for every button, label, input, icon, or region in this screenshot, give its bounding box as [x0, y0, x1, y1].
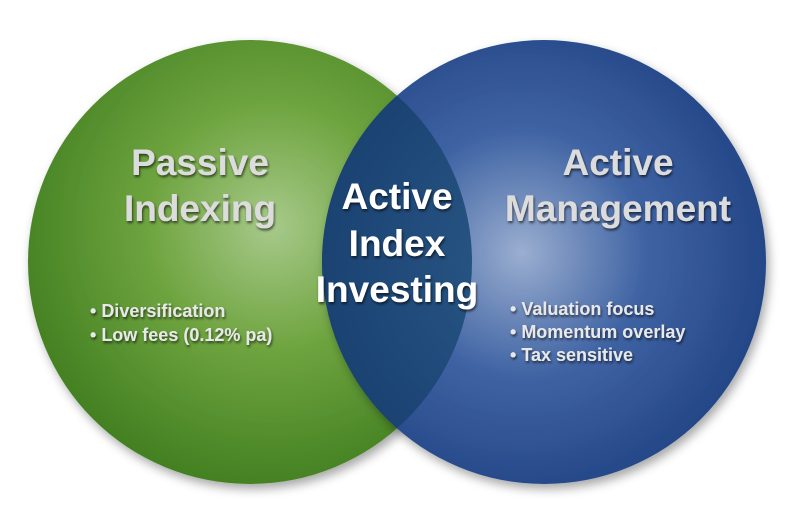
bullet-dot: • — [90, 301, 101, 321]
right-bullet-1-text: Valuation focus — [521, 299, 654, 319]
left-bullet-2-text: Low fees (0.12% pa) — [101, 325, 272, 345]
left-title-line-1: Passive — [131, 142, 269, 183]
bullet-dot: • — [510, 345, 521, 365]
right-bullet-2: • Momentum overlay — [510, 322, 685, 342]
left-bullet-1: • Diversification — [90, 301, 225, 321]
right-title-line-1: Active — [562, 142, 673, 183]
bullet-dot: • — [510, 299, 521, 319]
overlap-title-line-2: Index — [349, 223, 446, 264]
right-bullet-3: • Tax sensitive — [510, 345, 633, 365]
right-bullet-2-text: Momentum overlay — [521, 322, 685, 342]
overlap-region — [322, 40, 472, 484]
overlap-title-line-3: Investing — [316, 269, 478, 310]
left-bullet-1-text: Diversification — [101, 301, 225, 321]
bullet-dot: • — [90, 325, 101, 345]
left-bullet-2: • Low fees (0.12% pa) — [90, 325, 272, 345]
left-title-line-2: Indexing — [124, 188, 276, 229]
right-bullet-1: • Valuation focus — [510, 299, 654, 319]
bullet-dot: • — [510, 322, 521, 342]
right-title-line-2: Management — [505, 188, 731, 229]
overlap-title-line-1: Active — [341, 176, 452, 217]
right-bullet-3-text: Tax sensitive — [521, 345, 633, 365]
